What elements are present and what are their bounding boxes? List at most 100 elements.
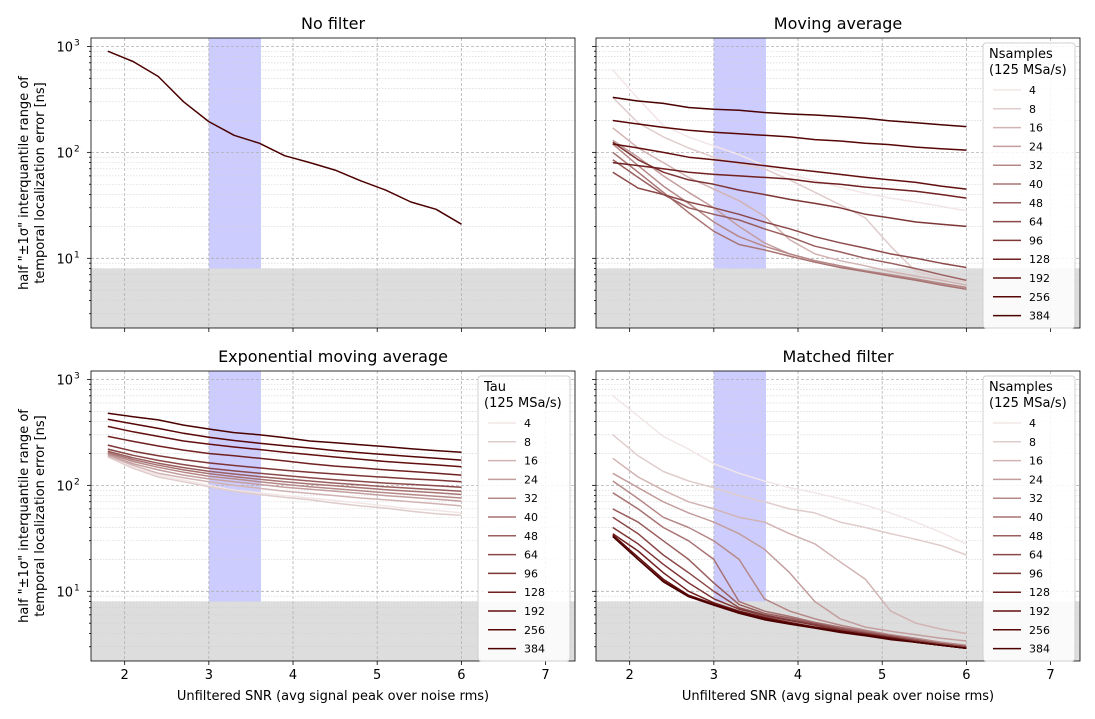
- x-tick-label: 3: [710, 668, 718, 683]
- legend-label: 128: [1029, 586, 1050, 599]
- legend-label: 128: [524, 586, 545, 599]
- y-tick-label-exponent: 1: [74, 250, 80, 260]
- series-line-128: [107, 435, 462, 476]
- legend-label: 24: [1029, 473, 1043, 486]
- legend-label: 192: [1029, 272, 1050, 285]
- legend-label: 128: [1029, 253, 1050, 266]
- series-line-4: [107, 455, 462, 514]
- series-line-384: [107, 412, 462, 454]
- x-tick-label: 5: [373, 668, 381, 683]
- series-line-96: [612, 526, 967, 650]
- legend-title: Nsamples: [989, 47, 1053, 62]
- legend-label: 4: [1029, 417, 1036, 430]
- x-tick-label: 2: [626, 668, 634, 683]
- y-tick-label-base: 10: [56, 146, 73, 161]
- y-tick-label-base: 10: [56, 252, 73, 267]
- subplot-title: Exponential moving average: [218, 347, 448, 366]
- legend-label: 40: [1029, 511, 1043, 524]
- legend-label: 16: [1029, 122, 1043, 135]
- legend-label: 384: [1029, 643, 1050, 656]
- y-tick-label-exponent: 1: [74, 583, 80, 593]
- snr-band-region: [713, 371, 767, 602]
- legend-label: 48: [524, 530, 538, 543]
- subplot-3: Matched filter 2 3 4 5 6 7 Nsamples(125 MSa/s) 4…: [592, 347, 1081, 683]
- series-line-64: [612, 171, 967, 269]
- x-tick-label: 3: [205, 668, 213, 683]
- y-axis-label-line: temporal localization error [ns]: [33, 415, 48, 617]
- legend-label: 192: [1029, 605, 1050, 618]
- legend-label: 96: [1029, 234, 1043, 247]
- legend-label: 192: [524, 605, 545, 618]
- y-axis-label-line: temporal localization error [ns]: [33, 82, 48, 284]
- subplot-title: Moving average: [774, 14, 902, 33]
- series-line-main: [107, 50, 462, 225]
- series-line-256: [612, 119, 967, 151]
- series-line-48: [612, 508, 967, 648]
- series-line-192: [107, 425, 462, 468]
- y-tick-label-base: 10: [56, 479, 73, 494]
- legend-label: 48: [1029, 197, 1043, 210]
- series-line-64: [107, 448, 462, 488]
- axes-frame: [595, 370, 1081, 662]
- x-tick-label: 7: [541, 668, 549, 683]
- legend-label: 8: [1029, 436, 1036, 449]
- legend-label: 64: [524, 549, 538, 562]
- series-line-4: [612, 69, 967, 212]
- legend-label: 256: [1029, 291, 1050, 304]
- series-line-32: [612, 480, 967, 646]
- legend-label: 384: [524, 643, 545, 656]
- legend-label: 64: [1029, 549, 1043, 562]
- legend-label: 4: [524, 417, 531, 430]
- series-line-48: [612, 159, 967, 282]
- y-tick-label-base: 10: [56, 40, 73, 55]
- legend-title: (125 MSa/s): [989, 396, 1067, 411]
- legend-label: 24: [1029, 140, 1043, 153]
- y-tick-label-base: 10: [56, 373, 73, 388]
- x-axis-label: Unfiltered SNR (avg signal peak over noi…: [682, 689, 994, 704]
- series-line-8: [107, 456, 462, 517]
- x-axis-label: Unfiltered SNR (avg signal peak over noi…: [177, 689, 489, 704]
- legend-title: Tau: [483, 380, 506, 395]
- legend-label: 32: [1029, 159, 1043, 172]
- y-axis-label-line: half "±1σ" interquantile range of: [17, 76, 32, 290]
- legend-box: [982, 375, 1076, 662]
- x-tick-label: 4: [289, 668, 297, 683]
- legend-label: 32: [1029, 492, 1043, 505]
- y-tick-label-exponent: 3: [74, 38, 80, 48]
- snr-band-region: [713, 38, 767, 269]
- series-line-128: [612, 161, 967, 199]
- series-line-16: [612, 457, 967, 635]
- resolution-floor-region: [91, 268, 575, 328]
- legend-label: 24: [524, 473, 538, 486]
- legend-label: 8: [524, 436, 531, 449]
- y-tick-label-base: 10: [56, 585, 73, 600]
- legend-label: 64: [1029, 216, 1043, 229]
- y-axis-label-line: half "±1σ" interquantile range of: [17, 409, 32, 623]
- series-line-256: [107, 418, 462, 461]
- legend: Nsamples(125 MSa/s)481624324048649612819…: [982, 42, 1076, 329]
- legend-box: [477, 375, 571, 662]
- snr-band-region: [208, 38, 262, 269]
- series-line-384: [612, 96, 967, 128]
- snr-band-region: [208, 371, 262, 602]
- x-tick-label: 4: [794, 668, 802, 683]
- legend-label: 8: [1029, 103, 1036, 116]
- legend-label: 4: [1029, 84, 1036, 97]
- legend-label: 40: [524, 511, 538, 524]
- x-tick-label: 2: [121, 668, 129, 683]
- x-tick-label: 7: [1046, 668, 1054, 683]
- legend-label: 96: [1029, 567, 1043, 580]
- series-line-32: [107, 452, 462, 499]
- y-tick-label-exponent: 2: [74, 477, 80, 487]
- legend-label: 96: [524, 567, 538, 580]
- legend: Nsamples(125 MSa/s)481624324048649612819…: [982, 375, 1076, 662]
- axes-frame: [90, 37, 576, 329]
- series-line-8: [612, 96, 967, 283]
- subplot-title: No filter: [301, 14, 365, 33]
- series-line-96: [612, 141, 967, 228]
- series-line-4: [612, 395, 967, 545]
- x-tick-label: 6: [457, 668, 465, 683]
